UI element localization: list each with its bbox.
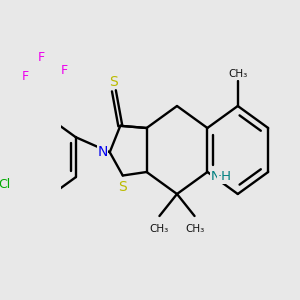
Text: CH₃: CH₃ — [185, 224, 204, 234]
Text: ·H: ·H — [218, 170, 232, 184]
Text: F: F — [38, 51, 45, 64]
Text: CH₃: CH₃ — [228, 69, 248, 79]
Text: CH₃: CH₃ — [150, 224, 169, 234]
Text: F: F — [22, 70, 29, 83]
Text: Cl: Cl — [0, 178, 11, 191]
Text: S: S — [110, 75, 118, 89]
Text: S: S — [118, 179, 127, 194]
Text: N: N — [98, 145, 108, 159]
Text: N: N — [211, 170, 220, 184]
Text: F: F — [61, 64, 68, 77]
